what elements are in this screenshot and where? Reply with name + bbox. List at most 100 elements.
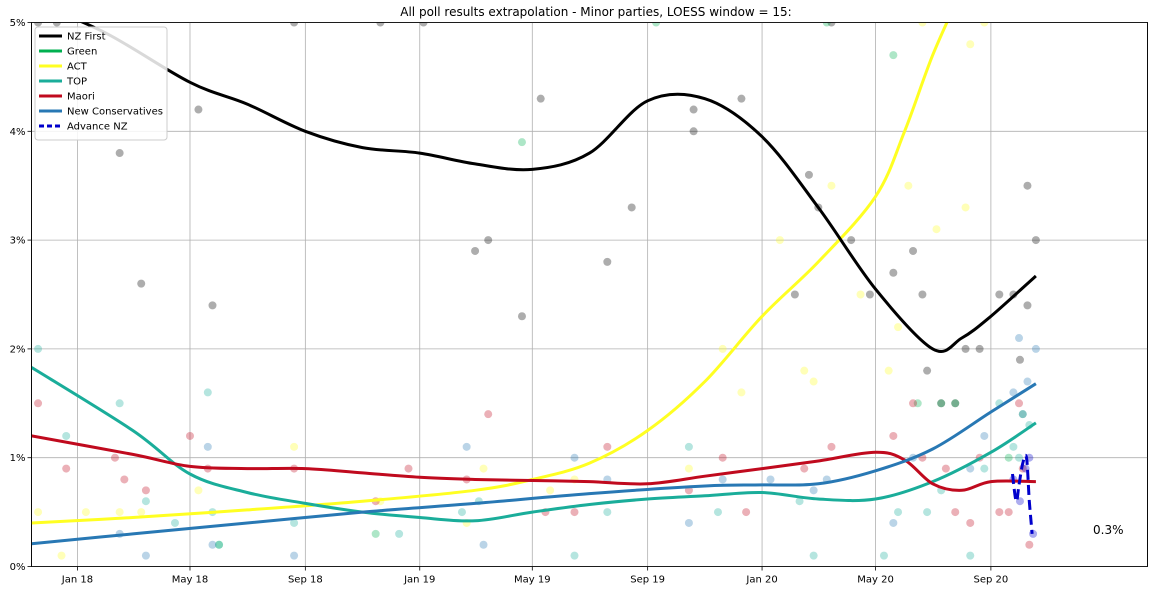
chart-title: All poll results extrapolation - Minor p…: [400, 5, 791, 19]
poll-point: [737, 94, 746, 103]
legend-label: ACT: [67, 62, 88, 73]
poll-point: [1018, 410, 1027, 419]
poll-point: [115, 508, 124, 517]
poll-point: [918, 290, 927, 299]
poll-point: [966, 518, 975, 527]
poll-point: [215, 540, 224, 549]
poll-point: [115, 149, 124, 158]
poll-point: [884, 366, 893, 375]
poll-point: [1009, 388, 1018, 397]
poll-point: [980, 431, 989, 440]
poll-point: [980, 22, 989, 27]
poll-point: [718, 453, 727, 462]
poll-point: [923, 508, 932, 517]
poll-point: [194, 105, 203, 114]
poll-point: [1023, 181, 1032, 190]
poll-point: [34, 344, 43, 353]
poll-point: [894, 508, 903, 517]
poll-point: [1015, 334, 1024, 343]
poll-point: [941, 464, 950, 473]
x-tick-label: Jan 19: [403, 575, 435, 586]
poll-point: [1023, 301, 1032, 310]
poll-point: [652, 22, 661, 27]
poll-point: [889, 51, 898, 60]
x-tick-label: Sep 20: [974, 575, 1009, 586]
poll-point: [961, 344, 970, 353]
poll-point: [737, 388, 746, 397]
poll-point: [462, 442, 471, 451]
poll-point: [879, 551, 888, 560]
poll-point: [889, 268, 898, 277]
poll-point: [81, 508, 90, 517]
poll-point: [718, 475, 727, 484]
poll-point: [290, 518, 299, 527]
poll-point: [215, 540, 224, 549]
poll-point: [961, 203, 970, 212]
y-tick-label: 2%: [10, 344, 26, 355]
y-tick-label: 1%: [10, 453, 26, 464]
poll-point: [827, 181, 836, 190]
poll-point: [689, 127, 698, 136]
poll-point: [966, 464, 975, 473]
poll-point: [208, 540, 217, 549]
poll-point: [376, 22, 385, 27]
poll-point: [909, 399, 918, 408]
poll-point: [34, 399, 43, 408]
poll-point: [137, 508, 146, 517]
x-tick-label: Jan 20: [745, 575, 777, 586]
poll-point: [517, 138, 526, 147]
poll-point: [471, 246, 480, 255]
poll-point: [52, 22, 61, 27]
poll-point: [141, 551, 150, 560]
legend-label: TOP: [66, 77, 87, 88]
poll-point: [141, 486, 150, 495]
series-line-new-conservatives: [31, 382, 1037, 546]
series-line-nz-first: [79, 22, 1037, 353]
poll-point: [800, 366, 809, 375]
poll-point: [1004, 508, 1013, 517]
poll-point: [1015, 399, 1024, 408]
poll-point: [684, 442, 693, 451]
poll-point: [484, 410, 493, 419]
poll-point: [185, 431, 194, 440]
poll-point: [627, 203, 636, 212]
poll-point: [937, 399, 946, 408]
poll-point: [904, 181, 913, 190]
x-tick-label: May 20: [857, 575, 894, 586]
poll-point: [110, 453, 119, 462]
poll-point: [34, 22, 43, 27]
legend-label: New Conservatives: [67, 107, 163, 118]
poll-point: [570, 453, 579, 462]
y-tick-label: 4%: [10, 127, 26, 138]
poll-point: [479, 540, 488, 549]
poll-point: [546, 486, 555, 495]
poll-point: [115, 399, 124, 408]
poll-point: [775, 236, 784, 245]
poll-point: [1025, 540, 1034, 549]
x-tick-label: Sep 18: [288, 575, 323, 586]
poll-point: [479, 464, 488, 473]
poll-point: [34, 508, 43, 517]
plot-area: [31, 22, 1148, 567]
poll-point: [203, 442, 212, 451]
poll-point: [809, 486, 818, 495]
poll-point: [603, 442, 612, 451]
poll-point: [918, 22, 927, 27]
poll-point: [822, 22, 831, 27]
poll-point: [951, 399, 960, 408]
series-lines: [31, 22, 1037, 546]
poll-point: [62, 431, 71, 440]
poll-point: [951, 508, 960, 517]
poll-point: [889, 431, 898, 440]
poll-point: [975, 344, 984, 353]
poll-point: [170, 518, 179, 527]
poll-point: [1015, 355, 1024, 364]
legend-box: [34, 26, 168, 141]
poll-point: [684, 464, 693, 473]
poll-point: [937, 399, 946, 408]
poll-point: [203, 388, 212, 397]
end-label: 0.3%: [1093, 523, 1124, 537]
poll-point: [889, 518, 898, 527]
poll-point: [809, 377, 818, 386]
y-tick-label: 5%: [10, 18, 26, 29]
